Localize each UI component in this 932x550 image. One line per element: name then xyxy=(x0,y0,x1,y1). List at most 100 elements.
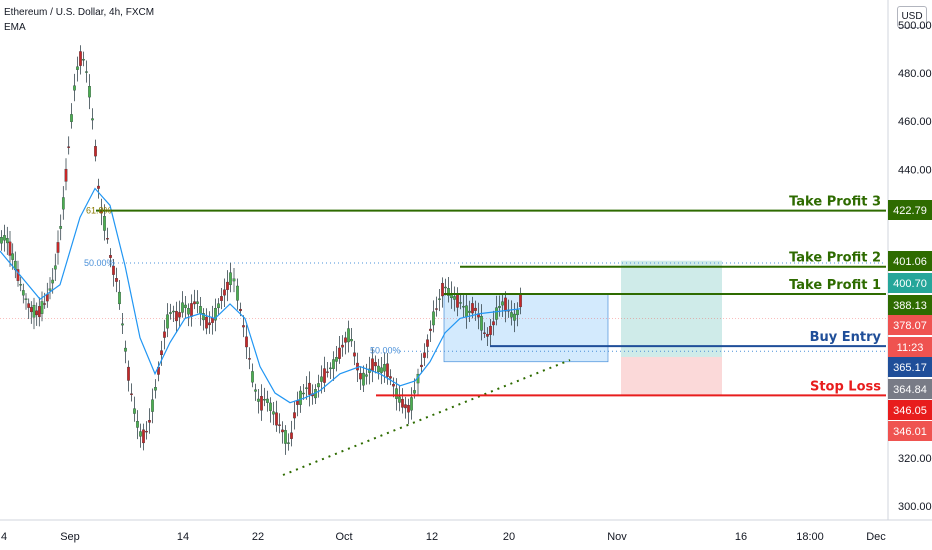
price-tag-0: 422.79 xyxy=(893,205,927,217)
candle xyxy=(395,388,398,399)
candle xyxy=(263,399,266,401)
candle xyxy=(423,352,426,358)
candle xyxy=(163,331,166,338)
candle xyxy=(29,307,33,313)
candle xyxy=(76,66,79,70)
candle xyxy=(229,272,232,286)
candle xyxy=(91,118,94,121)
extra-tag-bg-1 xyxy=(888,315,932,335)
price-tag-bg-3 xyxy=(888,357,932,377)
candle xyxy=(504,297,507,312)
candle xyxy=(172,310,175,313)
candle xyxy=(199,306,202,314)
candle xyxy=(332,359,335,369)
candle xyxy=(214,308,217,321)
candle xyxy=(175,310,178,322)
currency-button[interactable]: USD xyxy=(897,6,927,28)
candle xyxy=(296,400,299,405)
candle xyxy=(299,390,302,405)
candle xyxy=(48,288,52,291)
candle xyxy=(136,420,139,428)
x-label-8: 16 xyxy=(735,531,747,543)
candle xyxy=(124,347,127,352)
candle xyxy=(67,146,71,148)
extra-tag-bg-3 xyxy=(888,379,932,399)
y-tick-500: 500.00 xyxy=(898,20,932,32)
candle xyxy=(486,333,489,337)
candle xyxy=(344,337,347,343)
candle xyxy=(226,281,229,290)
candle xyxy=(106,238,109,240)
candle xyxy=(169,312,172,314)
candle xyxy=(61,197,65,210)
x-label-10: Dec xyxy=(866,531,886,543)
candle xyxy=(441,282,444,297)
price-tag-bg-0 xyxy=(888,200,932,220)
x-label-4: Oct xyxy=(335,531,352,543)
candle xyxy=(251,371,254,383)
candle xyxy=(447,288,450,296)
candle xyxy=(275,412,278,426)
candle xyxy=(389,376,392,379)
y-tick-480: 480.00 xyxy=(898,68,932,80)
candle xyxy=(166,314,169,329)
candle xyxy=(59,226,63,229)
support-trendline xyxy=(282,359,571,476)
x-label-9: 18:00 xyxy=(796,531,824,543)
candle xyxy=(287,442,290,444)
y-tick-320: 320.00 xyxy=(898,453,932,465)
candle xyxy=(266,398,269,403)
price-tag-1: 401.06 xyxy=(893,256,927,268)
candle xyxy=(232,278,236,282)
x-label-7: Nov xyxy=(607,531,627,543)
profit-zone xyxy=(621,260,722,357)
candle xyxy=(248,358,251,360)
price-tag-bg-4 xyxy=(888,400,932,420)
indicator-label[interactable]: EMA xyxy=(4,22,26,33)
candle xyxy=(341,344,344,348)
candle xyxy=(380,367,383,373)
candle xyxy=(109,255,112,258)
candle xyxy=(196,301,199,304)
candle xyxy=(359,373,362,380)
candle xyxy=(223,289,226,296)
candle xyxy=(302,392,305,395)
candle xyxy=(456,293,459,308)
candle xyxy=(133,408,136,414)
candle xyxy=(272,411,275,415)
level-label-2: Take Profit 1 xyxy=(789,278,881,293)
candle xyxy=(112,265,115,275)
candle xyxy=(51,279,55,284)
candle xyxy=(245,336,248,348)
candle xyxy=(269,402,272,411)
candle xyxy=(320,376,323,382)
candle xyxy=(335,357,338,362)
candle xyxy=(489,325,492,335)
chart-title: Ethereum / U.S. Dollar, 4h, FXCM xyxy=(4,7,155,18)
candle xyxy=(8,241,12,256)
x-label-0: 4 xyxy=(1,531,7,543)
extra-tag-bg-4 xyxy=(888,421,932,441)
y-tick-460: 460.00 xyxy=(898,116,932,128)
candle xyxy=(392,384,395,387)
candle xyxy=(350,339,353,342)
candle xyxy=(471,303,474,314)
candle xyxy=(73,85,76,91)
candle xyxy=(495,307,498,320)
candle xyxy=(16,269,20,281)
candle xyxy=(413,390,416,394)
candle xyxy=(103,216,106,231)
candle xyxy=(121,323,124,326)
candle xyxy=(383,364,386,372)
candle xyxy=(181,302,184,313)
candle xyxy=(239,308,242,312)
candle xyxy=(208,322,211,326)
x-label-6: 20 xyxy=(503,531,515,543)
candle xyxy=(362,372,365,386)
candle xyxy=(32,304,36,318)
candle xyxy=(435,308,438,310)
candle xyxy=(492,321,495,326)
candle xyxy=(353,352,356,357)
candle xyxy=(377,365,380,373)
